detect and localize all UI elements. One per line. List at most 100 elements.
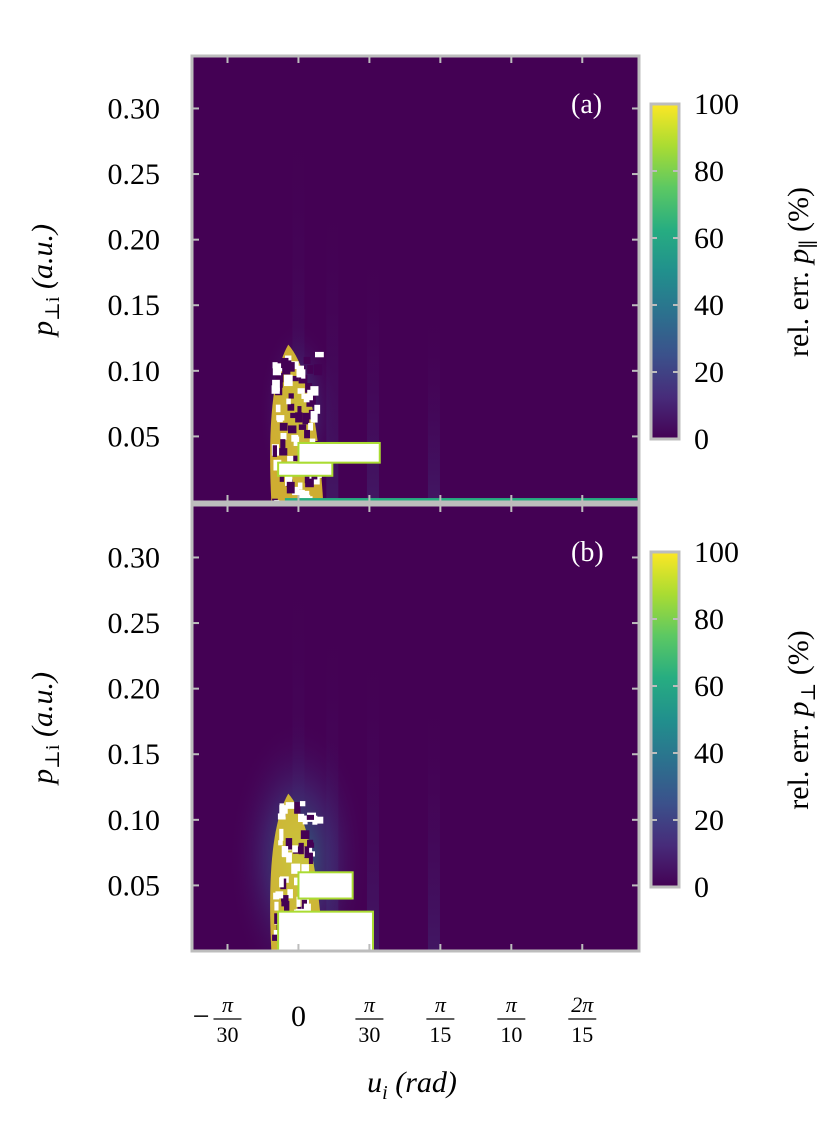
- panel-a-frame: [190, 54, 641, 504]
- lobe-speck: [285, 360, 292, 370]
- y-tick-label: 0.10: [108, 355, 161, 388]
- lobe-speck: [293, 455, 300, 462]
- colorbar-b: 100 80 60 40 20 0 rel. err. p⊥ (%): [649, 536, 820, 904]
- lobe-speck: [279, 422, 288, 431]
- streak: [366, 239, 379, 502]
- upper-band-region: [297, 871, 354, 900]
- colorbar-b-label: rel. err. p⊥ (%): [782, 630, 820, 810]
- colorbar-a: 100 80 60 40 20 0 rel. err. p∥ (%): [649, 88, 820, 456]
- lobe-speck: [306, 814, 315, 820]
- lobe-speck: [305, 478, 314, 488]
- lobe-speck: [272, 362, 278, 369]
- y-tick-label: 0.30: [108, 92, 161, 125]
- lobe-speck: [280, 439, 286, 450]
- lobe-speck: [292, 486, 300, 496]
- lobe-speck: [285, 838, 293, 850]
- lobe-speck: [281, 895, 289, 902]
- panel-b-heatmap: [228, 557, 440, 951]
- lobe-speck: [292, 845, 298, 853]
- x-tick-denominator: 10: [500, 1022, 522, 1047]
- lobe-speck: [312, 475, 320, 485]
- colorbar-tick-label: 60: [694, 222, 724, 255]
- x-tick-numerator: π: [222, 992, 234, 1017]
- panel-a-ticks: [192, 56, 639, 502]
- lobe-speck: [279, 877, 284, 888]
- lobe-speck: [272, 379, 280, 392]
- colorbar-tick-label: 100: [694, 536, 739, 569]
- colorbar-a-label: rel. err. p∥ (%): [782, 187, 820, 357]
- lobe-speck: [306, 846, 313, 855]
- panel-a-tag: (a): [571, 89, 602, 120]
- colorbar-tick-label: 0: [694, 871, 709, 904]
- lobe-speck: [275, 404, 281, 413]
- lobe-speck: [297, 388, 305, 394]
- colorbar-tick-label: 80: [694, 603, 724, 636]
- streak: [326, 609, 339, 951]
- lobe-speck: [297, 406, 302, 418]
- block-region: [297, 441, 381, 464]
- lobe-speck: [284, 476, 293, 486]
- lobe-speck: [301, 393, 311, 399]
- panel-a-y-tick-labels: 0.30 0.25 0.20 0.15 0.10 0.05: [108, 92, 161, 453]
- lobe-speck: [284, 900, 290, 912]
- lobe-speck: [284, 374, 293, 387]
- colorbar-b-ticks: 100 80 60 40 20 0: [651, 536, 739, 904]
- x-tick-numerator: 2π: [571, 992, 594, 1017]
- panel-a-heatmap: [258, 108, 638, 502]
- lobe-speck: [279, 448, 288, 456]
- lobe-speck: [299, 801, 306, 807]
- lobe-speck: [274, 901, 279, 911]
- streak: [427, 688, 440, 951]
- panel-b-frame: [190, 503, 641, 953]
- lobe-speck: [297, 489, 305, 500]
- streak: [427, 305, 440, 502]
- colorbar-tick-label: 40: [694, 289, 724, 322]
- x-axis-label: ui (rad): [367, 1066, 457, 1104]
- lobe-speck: [304, 846, 310, 859]
- panel-b-ticks: [192, 505, 639, 951]
- lobe-speck: [307, 396, 316, 405]
- colorbar-tick-label: 0: [694, 423, 709, 456]
- lobe-speck: [308, 422, 314, 431]
- x-tick-denominator: 15: [429, 1022, 451, 1047]
- lobe-speck: [308, 852, 313, 865]
- colorbar-a-ticks: 100 80 60 40 20 0: [651, 88, 739, 456]
- colorbar-tick-label: 40: [694, 737, 724, 770]
- lobe-speck: [301, 369, 306, 379]
- lobe-speck: [293, 436, 300, 446]
- colorbar-tick-label: 60: [694, 670, 724, 703]
- lobe-speck: [307, 365, 314, 374]
- lobe-speck: [315, 351, 324, 358]
- x-tick-label: π 10: [497, 992, 526, 1047]
- lobe-speck: [303, 903, 311, 912]
- panel-b: (b) 0.300.250.200.150.100.05 p⊥i (a.u.) …: [26, 503, 820, 953]
- lobe-speck: [290, 412, 298, 419]
- y-tick-label: 0.20: [108, 673, 161, 706]
- panel-a-y-axis-label: p⊥i (a.u.): [26, 224, 64, 338]
- colorbar-tick-label: 100: [694, 88, 739, 121]
- lobe-speck: [275, 891, 284, 899]
- lobe-speck: [272, 934, 278, 941]
- colorbar-b-gradient: [649, 550, 681, 889]
- panel-b-tag: (b): [571, 537, 604, 568]
- streak: [326, 187, 339, 502]
- x-tick-label: π 30: [355, 992, 384, 1047]
- x-tick-label: π 15: [426, 992, 455, 1047]
- x-tick-numerator: π: [435, 992, 447, 1017]
- y-tick-label: 0.20: [108, 224, 161, 257]
- lobe-speck: [304, 429, 311, 439]
- panel-a: (a) 0.300.250.200.150.100.05 p⊥i (a.u.) …: [26, 54, 820, 504]
- lobe-speck: [279, 805, 288, 814]
- lobe-speck: [307, 389, 313, 401]
- x-tick-numerator: π: [364, 992, 376, 1017]
- lobe-speck: [287, 455, 297, 462]
- lobe-speck: [302, 412, 310, 425]
- lobe-speck: [291, 863, 301, 874]
- y-tick-label: 0.10: [108, 804, 161, 837]
- panel-b-y-tick-labels: 0.30 0.25 0.20 0.15 0.10 0.05: [108, 541, 161, 902]
- lobe-speck: [301, 864, 309, 876]
- lobe-speck: [303, 396, 310, 403]
- lobe-speck: [313, 364, 323, 376]
- x-tick-denominator: 30: [358, 1022, 380, 1047]
